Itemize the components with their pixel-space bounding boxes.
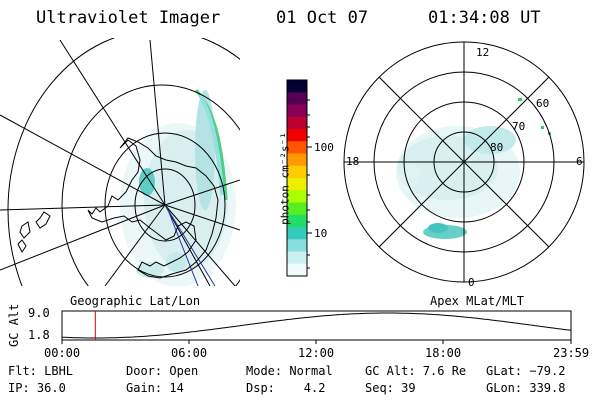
colorbar-cell	[287, 227, 307, 240]
colorbar-tick-100: 100	[314, 141, 334, 154]
colorbar-cell	[287, 92, 307, 105]
mlt-label-12: 12	[476, 46, 490, 59]
apex-polar-map	[343, 41, 585, 283]
colorbar-cell	[287, 190, 307, 203]
coastline	[17, 137, 219, 279]
timeline-xtick-0000: 00:00	[44, 346, 81, 360]
timeline-ytick-max: 9.0	[28, 306, 50, 320]
right-auroral-emission	[396, 98, 551, 239]
timeline-xtick-0600: 06:00	[171, 346, 208, 360]
meta-glon: GLon: 339.8	[486, 381, 566, 395]
polar-grid	[343, 41, 585, 283]
instrument-title: Ultraviolet Imager	[36, 8, 221, 28]
colorbar-cell	[287, 165, 307, 179]
gc-altitude-timeline	[61, 310, 572, 344]
colorbar-gradient	[287, 80, 307, 277]
colorbar-cell	[287, 214, 307, 228]
colorbar-cell	[287, 80, 307, 93]
colorbar	[286, 79, 312, 277]
left-auroral-emission	[120, 88, 236, 286]
mlt-label-0: 0	[468, 276, 475, 289]
geo-grid	[0, 38, 240, 286]
left-map-caption: Geographic Lat/Lon	[70, 294, 201, 308]
time-label: 01:34:08 UT	[428, 8, 541, 28]
right-map-caption: Apex MLat/MLT	[430, 294, 524, 308]
mlat-label-70: 70	[512, 120, 526, 133]
timeline-xtick-1200: 12:00	[298, 346, 335, 360]
meta-filter: Flt: LBHL	[8, 364, 74, 378]
gc-altitude-curve	[61, 312, 572, 339]
dayside-meridians	[164, 204, 216, 286]
colorbar-cell	[287, 153, 307, 167]
colorbar-tick-10: 10	[314, 227, 328, 240]
timeline-axis-label: GC Alt	[7, 303, 21, 347]
meta-gc-alt: GC Alt: 7.6 Re	[365, 364, 467, 378]
colorbar-cell	[287, 251, 307, 265]
mlat-label-60: 60	[536, 97, 550, 110]
timeline-xtick-2359: 23:59	[553, 346, 590, 360]
geographic-map	[0, 38, 240, 286]
meta-seq: Seq: 39	[365, 381, 416, 395]
colorbar-cell	[287, 129, 307, 142]
date-label: 01 Oct 07	[276, 8, 369, 28]
timeline-ytick-min: 1.8	[28, 328, 50, 342]
colorbar-cell	[287, 141, 307, 154]
colorbar-cell	[287, 116, 307, 130]
timeline-xtick-1800: 18:00	[425, 346, 462, 360]
mlt-label-18: 18	[346, 155, 360, 168]
colorbar-cell	[287, 178, 307, 191]
colorbar-unit-label: photon cm⁻²s⁻¹	[278, 132, 292, 225]
meta-mode: Mode: Normal	[246, 364, 333, 378]
meta-gain: Gain: 14	[126, 381, 184, 395]
colorbar-cell	[287, 202, 307, 216]
meta-door: Door: Open	[126, 364, 199, 378]
mlt-label-6: 6	[576, 155, 583, 168]
mlat-label-80: 80	[490, 141, 504, 154]
colorbar-cell	[287, 104, 307, 118]
colorbar-cell	[287, 239, 307, 252]
colorbar-cell	[287, 263, 307, 277]
meta-dsp: Dsp: 4.2	[246, 381, 326, 395]
meta-ip: IP: 36.0	[8, 381, 66, 395]
meta-glat: GLat: −79.2	[486, 364, 566, 378]
